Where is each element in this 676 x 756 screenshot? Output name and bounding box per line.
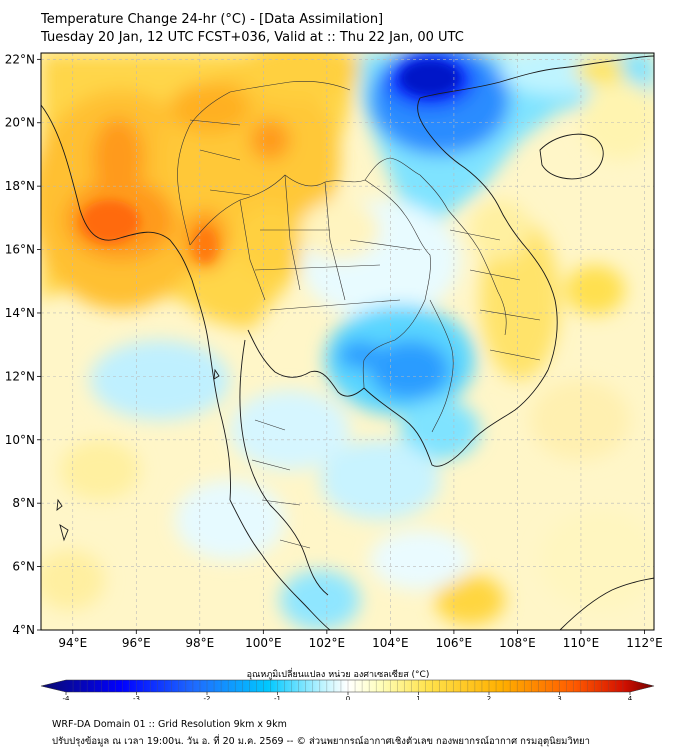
temperature-change-map: 22°N 20°N 18°N 16°N 14°N 12°N 10°N 8°N 6°N 4°N 94… [5, 52, 663, 700]
footer-credit: ปรับปรุงข้อมูล ณ เวลา 19:00น. วัน อ. ที่… [52, 736, 590, 747]
colorbar-tick-label: 3 [557, 695, 561, 700]
lon-label: 102°E [309, 636, 346, 650]
coastlines [41, 55, 654, 630]
colorbar-ticks: -4 -3 -2 -1 0 1 2 3 4 [63, 692, 633, 700]
lon-label: 100°E [245, 636, 282, 650]
colorbar-tick-label: 0 [346, 695, 350, 700]
lat-label: 18°N [5, 179, 35, 193]
colorbar-label: อุณหภูมิเปลี่ยนแปลง หน่วย องศาเซลเซียส (… [246, 670, 430, 680]
lat-label: 8°N [12, 496, 35, 510]
footer-model-info: WRF-DA Domain 01 :: Grid Resolution 9km … [52, 719, 287, 730]
colorbar-ramp [40, 679, 655, 693]
colorbar-tick-label: -2 [204, 695, 211, 700]
lon-label: 106°E [436, 636, 473, 650]
lat-label: 16°N [5, 243, 35, 257]
colorbar-tick-label: -4 [63, 695, 71, 700]
lat-label: 4°N [12, 623, 35, 637]
lon-label: 112°E [626, 636, 663, 650]
lon-label: 110°E [563, 636, 600, 650]
map-title: Temperature Change 24-hr (°C) - [Data As… [41, 12, 384, 27]
colorbar-tick-label: 2 [487, 695, 491, 700]
lat-label: 20°N [5, 116, 35, 130]
latitude-labels: 22°N 20°N 18°N 16°N 14°N 12°N 10°N 8°N 6°N 4°N [5, 52, 41, 637]
lon-label: 108°E [499, 636, 536, 650]
colorbar-tick-label: -3 [133, 695, 140, 700]
graticule [41, 53, 654, 630]
admin-borders [177, 80, 541, 549]
lon-label: 94°E [58, 636, 87, 650]
lat-label: 22°N [5, 52, 35, 66]
colorbar-tick-label: -1 [274, 695, 281, 700]
lat-label: 6°N [12, 560, 35, 574]
lat-label: 10°N [5, 433, 35, 447]
colorbar: -4 -3 -2 -1 0 1 2 3 4 [40, 679, 655, 700]
lon-label: 104°E [372, 636, 409, 650]
colorbar-tick-label: 4 [628, 695, 633, 700]
lat-label: 12°N [5, 369, 35, 383]
longitude-labels: 94°E 96°E 98°E 100°E 102°E 104°E 106°E 108°E 110… [58, 630, 663, 650]
map-frame [40, 52, 655, 631]
colorbar-tick-label: 1 [416, 695, 420, 700]
lon-label: 96°E [122, 636, 151, 650]
map-subtitle: Tuesday 20 Jan, 12 UTC FCST+036, Valid a… [41, 30, 464, 45]
lat-label: 14°N [5, 306, 35, 320]
lon-label: 98°E [185, 636, 214, 650]
temperature-field [41, 53, 654, 630]
